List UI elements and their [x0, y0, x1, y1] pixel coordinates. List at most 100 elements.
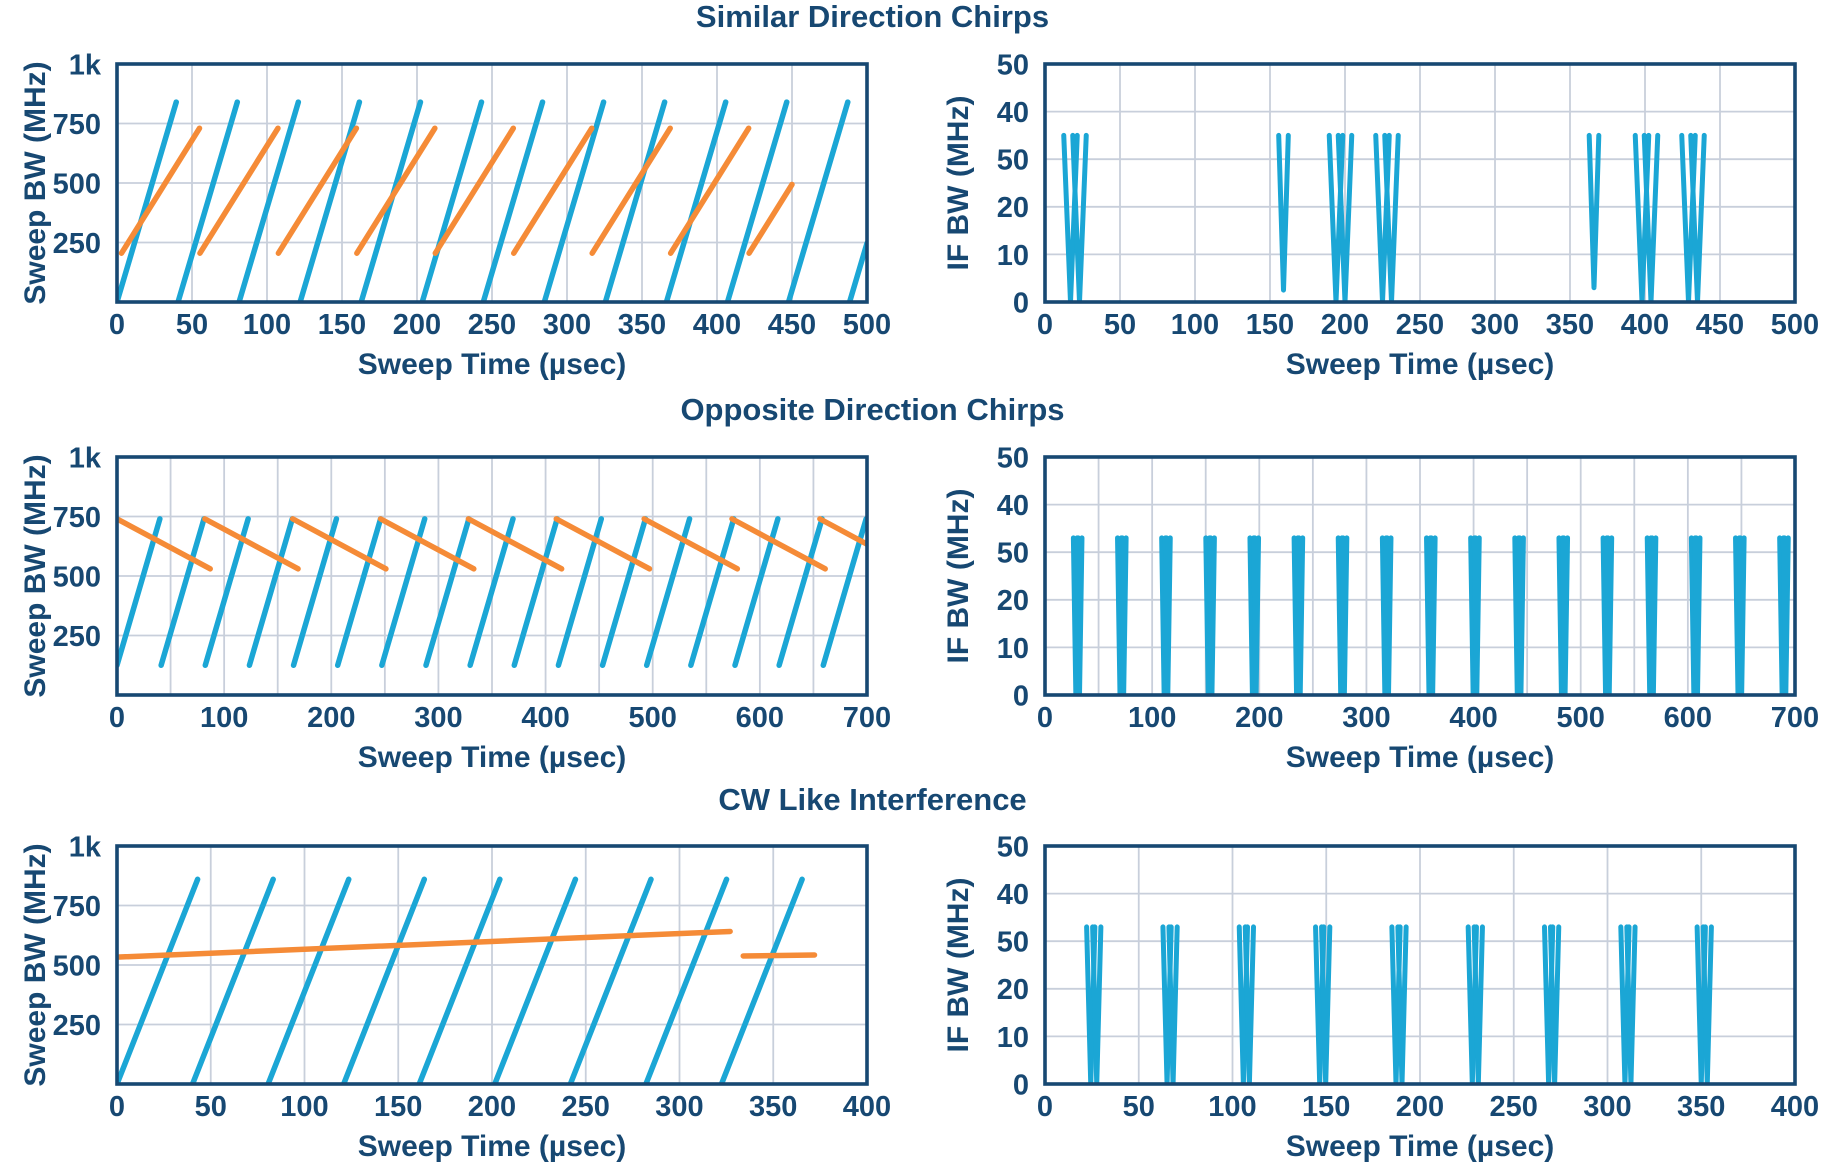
plot-frame [115, 844, 869, 1086]
y-tick-label: 250 [53, 228, 101, 260]
x-tick-label: 200 [468, 1091, 516, 1123]
if-spike [1692, 535, 1703, 696]
victim-chirps-segment [467, 516, 516, 668]
interference-chirps-segment [116, 516, 213, 572]
y-tick-label: 20 [997, 585, 1029, 617]
victim-chirps-segment [175, 99, 241, 303]
x-tick-label: 250 [468, 309, 516, 341]
x-tick-label: 250 [562, 1091, 610, 1123]
x-tick-label: 250 [1490, 1091, 1538, 1123]
plot-frame [115, 62, 869, 304]
x-tick-label: 500 [629, 702, 677, 734]
y-tick-label: 0 [1013, 680, 1029, 712]
y-tick-label: 40 [997, 490, 1029, 522]
if-spike [1206, 535, 1217, 696]
x-tick-label: 200 [1235, 702, 1283, 734]
interference-chirps-segment [589, 125, 673, 256]
y-tick-label: 20 [997, 974, 1029, 1006]
y-tick-label: 10 [997, 240, 1029, 272]
x-tick-label: 350 [1546, 309, 1594, 341]
if-spike [1780, 535, 1791, 696]
x-tick-label: 350 [1677, 1091, 1725, 1123]
interference-chirps-segment [511, 125, 595, 256]
victim-chirps-segment [334, 516, 384, 668]
series [116, 876, 818, 1085]
x-tick-label: 400 [1449, 702, 1497, 734]
y-tick-label: 250 [53, 621, 101, 653]
y-tick-label: 50 [997, 831, 1029, 863]
x-tick-label: 700 [843, 702, 891, 734]
victim-chirps-segment [340, 876, 428, 1085]
y-tick-label: 250 [53, 1010, 101, 1042]
x-axis-label: Sweep Time (µsec) [1286, 348, 1555, 381]
victim-chirps-segment [820, 516, 868, 668]
interference-chirps-segment [197, 125, 281, 256]
gridlines [1045, 64, 1795, 302]
x-tick-label: 300 [414, 702, 462, 734]
victim-chirps-segment [599, 516, 649, 668]
victim-chirps-segment [567, 876, 654, 1085]
interference-chirps-segment [817, 516, 868, 547]
row1-title: Similar Direction Chirps [695, 0, 1050, 34]
victim-chirps-segment [419, 99, 485, 303]
y-tick-label: 50 [997, 145, 1029, 177]
x-tick-labels: 0 50 100 150 200 250 300 350 400 [109, 1091, 891, 1123]
x-tick-label: 450 [1696, 309, 1744, 341]
y-tick-label: 500 [53, 168, 101, 200]
x-tick-label: 500 [843, 309, 891, 341]
y-axis-label: IF BW (MHz) [942, 96, 975, 271]
y-axis-label: IF BW (MHz) [942, 878, 975, 1053]
x-tick-label: 50 [176, 309, 208, 341]
y-tick-label: 0 [1013, 287, 1029, 319]
victim-chirps-segment [663, 99, 729, 303]
y-tick-label: 750 [53, 109, 101, 141]
plot-frame [1043, 844, 1797, 1086]
x-tick-label: 400 [1771, 1091, 1819, 1123]
victim-chirps-segment [116, 516, 163, 668]
gridlines [1045, 846, 1795, 1084]
interference-chirps-segment [118, 125, 203, 256]
if-spike [1118, 535, 1129, 696]
y-tick-labels: 1k 750 500 250 [53, 442, 102, 653]
if-spike [1515, 535, 1526, 696]
x-tick-label: 300 [1583, 1091, 1631, 1123]
if-spikes [1084, 924, 1714, 1085]
plot-opposite-direction-sweep: 0 100 200 300 400 500 600 700 1k 750 500 250 Sweep T… [19, 442, 891, 774]
x-tick-label: 400 [521, 702, 569, 734]
victim-chirps-segment [189, 876, 276, 1085]
if-spike [1074, 535, 1085, 696]
if-spikes [1070, 535, 1791, 696]
if-spike [1276, 132, 1291, 293]
x-tick-label: 600 [736, 702, 784, 734]
if-spike [1586, 132, 1602, 291]
x-tick-label: 0 [109, 1091, 125, 1123]
x-tick-label: 300 [1342, 702, 1390, 734]
victim-chirps-segment [511, 516, 560, 668]
victim-chirps-segment [379, 516, 428, 668]
x-tick-label: 400 [693, 309, 741, 341]
y-tick-label: 500 [53, 561, 101, 593]
plot-similar-direction-sweep: 0 50 100 150 200 250 300 350 400 450 500 1k 750 500 25… [19, 49, 891, 381]
if-spike [1295, 535, 1306, 696]
y-tick-label: 50 [997, 927, 1029, 959]
victim-chirps-segment [846, 240, 868, 303]
if-spike [1560, 535, 1571, 696]
x-tick-labels: 0 50 100 150 200 250 300 350 400 450 500 [109, 309, 891, 341]
x-tick-label: 150 [318, 309, 366, 341]
victim-chirps-segment [643, 876, 730, 1085]
x-tick-label: 200 [393, 309, 441, 341]
x-tick-labels: 0 100 200 300 400 500 600 700 [1037, 702, 1819, 734]
x-tick-labels: 0 50 100 150 200 250 300 350 400 450 500 [1037, 309, 1819, 341]
x-tick-label: 250 [1396, 309, 1444, 341]
victim-chirps-segment [158, 516, 207, 668]
x-tick-label: 300 [543, 309, 591, 341]
interference-chirps-segment [746, 181, 795, 256]
y-tick-label: 0 [1013, 1069, 1029, 1101]
victim-chirps-segment [776, 516, 825, 668]
x-tick-label: 200 [1396, 1091, 1444, 1123]
y-tick-label: 50 [997, 538, 1029, 570]
victim-chirps-segment [265, 876, 352, 1085]
x-tick-label: 500 [1771, 309, 1819, 341]
y-axis-label: Sweep BW (MHz) [19, 843, 52, 1086]
